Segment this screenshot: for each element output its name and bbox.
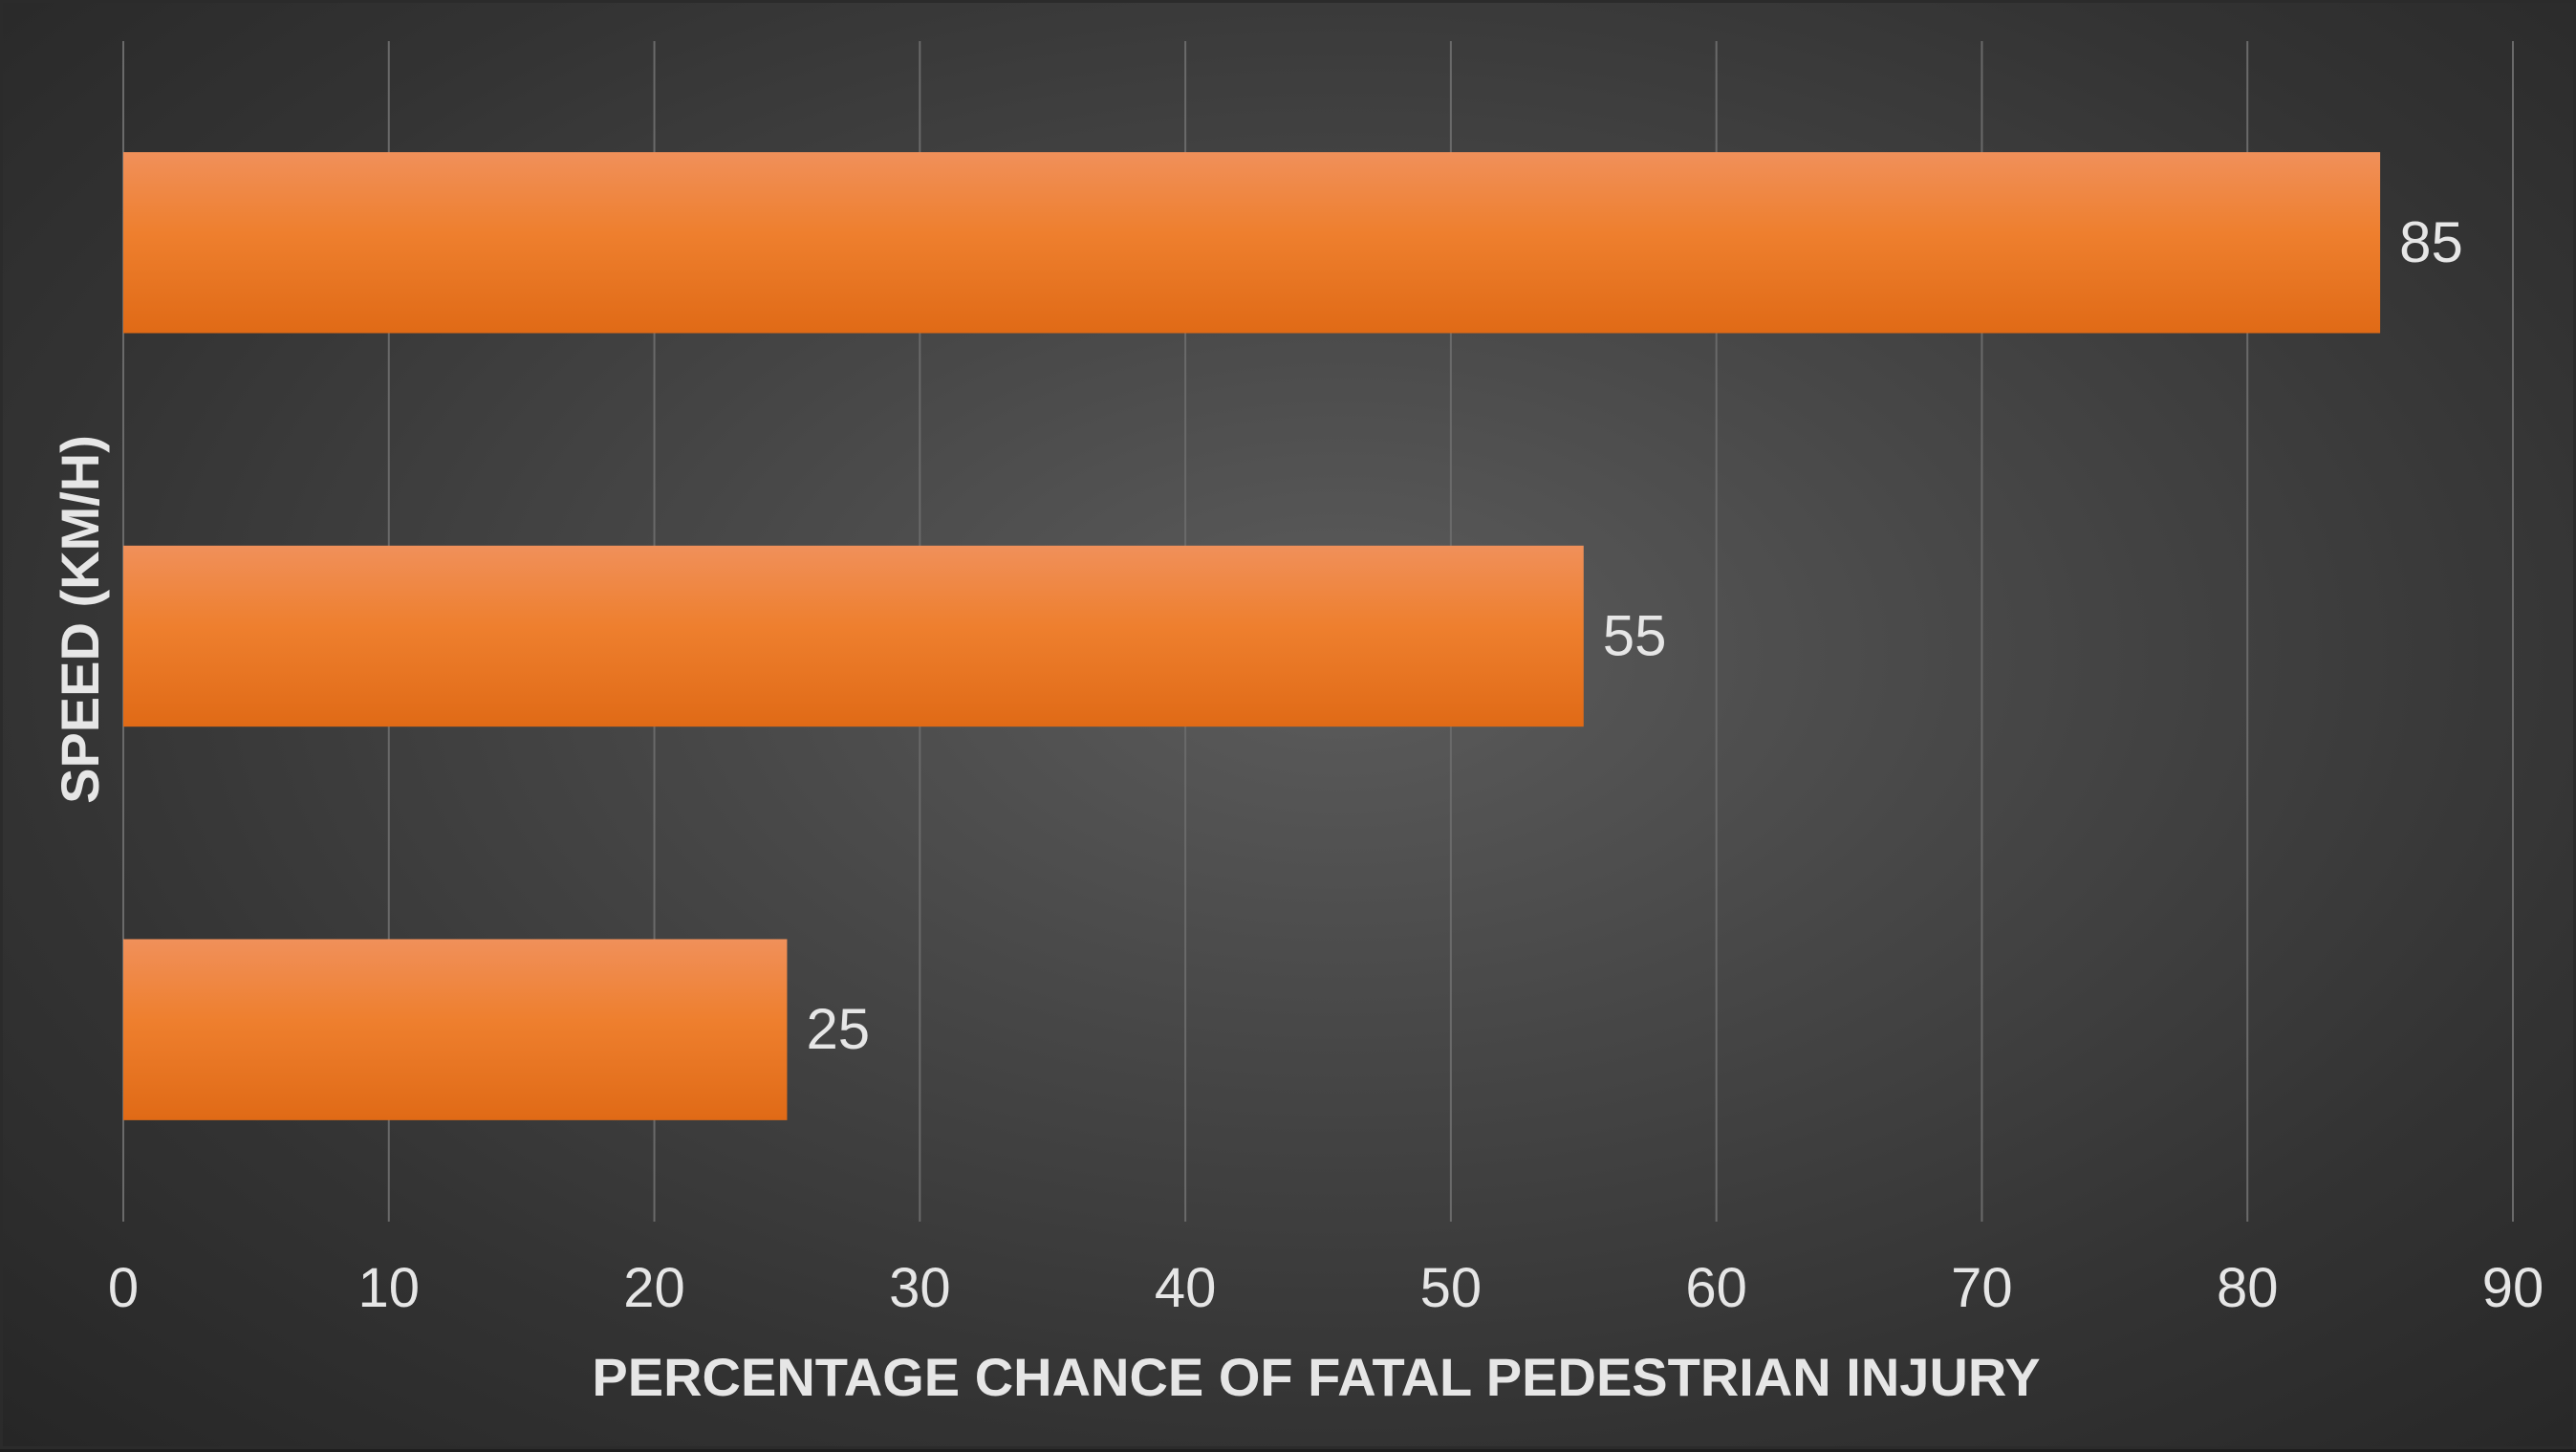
data-labels: 85 55 25 (806, 210, 2462, 1061)
x-axis-title: PERCENTAGE CHANCE OF FATAL PEDESTRIAN IN… (592, 1347, 2040, 1407)
x-tick-label: 90 (2482, 1257, 2544, 1319)
x-tick-label: 20 (623, 1257, 685, 1319)
bar (123, 939, 788, 1120)
bar-value-label: 25 (806, 997, 870, 1061)
x-tick-label: 40 (1155, 1257, 1217, 1319)
bars (123, 152, 2381, 1120)
x-tick-label: 50 (1420, 1257, 1483, 1319)
bar-value-label: 55 (1603, 604, 1667, 668)
x-tick-label: 30 (889, 1257, 951, 1319)
x-tick-label: 0 (108, 1257, 139, 1319)
x-tick-label: 10 (358, 1257, 421, 1319)
bar (123, 152, 2381, 334)
y-axis-title: SPEED (KM/H) (50, 435, 110, 804)
x-axis-ticks: 0 10 20 30 40 50 60 70 80 90 (108, 1257, 2544, 1319)
bar (123, 545, 1584, 727)
x-tick-label: 60 (1685, 1257, 1747, 1319)
x-tick-label: 80 (2217, 1257, 2279, 1319)
bar-chart: 85 55 25 0 10 20 30 40 50 60 70 80 90 PERCENTAGE CH… (50, 41, 2544, 1407)
x-tick-label: 70 (1951, 1257, 2013, 1319)
bar-value-label: 85 (2399, 210, 2463, 274)
